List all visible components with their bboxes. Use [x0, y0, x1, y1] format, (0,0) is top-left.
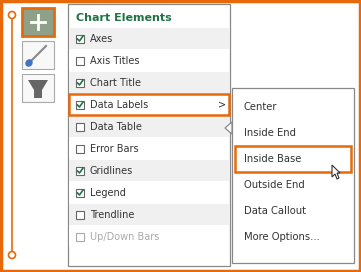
FancyBboxPatch shape — [232, 88, 354, 263]
Text: Up/Down Bars: Up/Down Bars — [90, 231, 159, 242]
FancyBboxPatch shape — [69, 204, 229, 225]
FancyBboxPatch shape — [76, 144, 84, 153]
Text: More Options...: More Options... — [244, 232, 320, 242]
FancyBboxPatch shape — [69, 160, 229, 181]
FancyBboxPatch shape — [69, 72, 229, 93]
Text: Legend: Legend — [90, 187, 126, 197]
Text: Data Labels: Data Labels — [90, 100, 148, 110]
FancyBboxPatch shape — [69, 94, 229, 115]
Text: Axis Titles: Axis Titles — [90, 55, 139, 66]
FancyBboxPatch shape — [76, 233, 84, 240]
Text: Inside End: Inside End — [244, 128, 296, 138]
Polygon shape — [332, 165, 340, 179]
Polygon shape — [28, 80, 48, 98]
FancyBboxPatch shape — [68, 4, 230, 266]
Ellipse shape — [25, 59, 33, 67]
FancyBboxPatch shape — [235, 146, 351, 172]
Text: >: > — [218, 100, 226, 110]
Circle shape — [9, 252, 16, 258]
Text: Data Table: Data Table — [90, 122, 142, 131]
FancyBboxPatch shape — [76, 35, 84, 42]
Text: Error Bars: Error Bars — [90, 144, 139, 153]
Text: Inside Base: Inside Base — [244, 154, 301, 164]
FancyBboxPatch shape — [76, 100, 84, 109]
FancyBboxPatch shape — [22, 8, 54, 36]
Polygon shape — [225, 122, 232, 134]
FancyBboxPatch shape — [69, 226, 229, 247]
FancyBboxPatch shape — [76, 188, 84, 196]
FancyBboxPatch shape — [69, 138, 229, 159]
FancyBboxPatch shape — [22, 41, 54, 69]
Text: Gridlines: Gridlines — [90, 165, 133, 175]
FancyBboxPatch shape — [22, 74, 54, 102]
Text: Data Callout: Data Callout — [244, 206, 306, 216]
FancyBboxPatch shape — [69, 50, 229, 71]
Text: Trendline: Trendline — [90, 209, 134, 220]
FancyBboxPatch shape — [76, 57, 84, 64]
FancyBboxPatch shape — [76, 166, 84, 175]
FancyBboxPatch shape — [76, 79, 84, 86]
FancyBboxPatch shape — [69, 182, 229, 203]
Text: Axes: Axes — [90, 33, 113, 44]
Text: Center: Center — [244, 102, 278, 112]
FancyBboxPatch shape — [69, 28, 229, 49]
FancyBboxPatch shape — [69, 116, 229, 137]
Circle shape — [9, 11, 16, 18]
FancyBboxPatch shape — [69, 94, 229, 115]
FancyBboxPatch shape — [76, 122, 84, 131]
FancyBboxPatch shape — [76, 211, 84, 218]
Text: Chart Elements: Chart Elements — [76, 13, 172, 23]
Text: Outside End: Outside End — [244, 180, 305, 190]
Text: Chart Title: Chart Title — [90, 78, 141, 88]
